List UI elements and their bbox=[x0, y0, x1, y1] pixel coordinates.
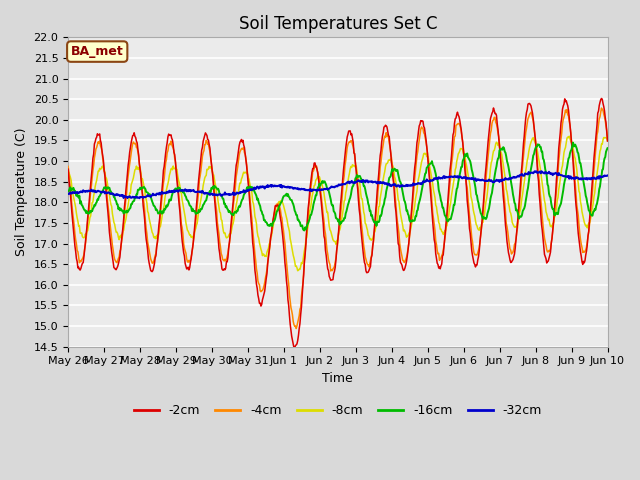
Title: Soil Temperatures Set C: Soil Temperatures Set C bbox=[239, 15, 437, 33]
Text: BA_met: BA_met bbox=[71, 45, 124, 58]
Legend: -2cm, -4cm, -8cm, -16cm, -32cm: -2cm, -4cm, -8cm, -16cm, -32cm bbox=[129, 399, 547, 422]
X-axis label: Time: Time bbox=[323, 372, 353, 385]
Y-axis label: Soil Temperature (C): Soil Temperature (C) bbox=[15, 128, 28, 256]
